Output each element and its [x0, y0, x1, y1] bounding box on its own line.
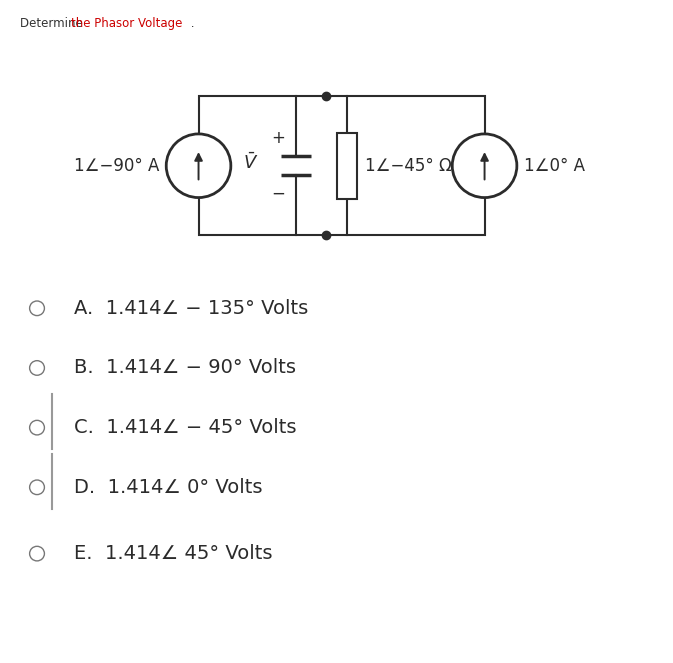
Text: C.  1.414∠ − 45° Volts: C. 1.414∠ − 45° Volts — [74, 418, 297, 437]
Circle shape — [452, 134, 517, 198]
Text: Determine: Determine — [20, 17, 87, 30]
Text: E.  1.414∠ 45° Volts: E. 1.414∠ 45° Volts — [74, 544, 273, 563]
Text: B.  1.414∠ − 90° Volts: B. 1.414∠ − 90° Volts — [74, 359, 296, 377]
Text: 1∠−90° A: 1∠−90° A — [74, 156, 160, 175]
Circle shape — [30, 546, 44, 561]
Text: −: − — [271, 184, 285, 203]
Circle shape — [30, 420, 44, 435]
Circle shape — [30, 361, 44, 375]
Text: D.  1.414∠ 0° Volts: D. 1.414∠ 0° Volts — [74, 478, 262, 497]
Text: the Phasor Voltage: the Phasor Voltage — [71, 17, 182, 30]
Text: A.  1.414∠ − 135° Volts: A. 1.414∠ − 135° Volts — [74, 299, 308, 318]
Text: .: . — [187, 17, 194, 30]
Circle shape — [30, 480, 44, 495]
Circle shape — [30, 301, 44, 316]
Text: 1∠−45° Ω: 1∠−45° Ω — [365, 156, 452, 175]
Text: +: + — [271, 129, 285, 147]
Text: $\bar{V}$: $\bar{V}$ — [244, 152, 258, 173]
Bar — [336, 133, 357, 199]
Text: 1∠0° A: 1∠0° A — [524, 156, 585, 175]
Circle shape — [166, 134, 231, 198]
Bar — [199, 96, 485, 235]
